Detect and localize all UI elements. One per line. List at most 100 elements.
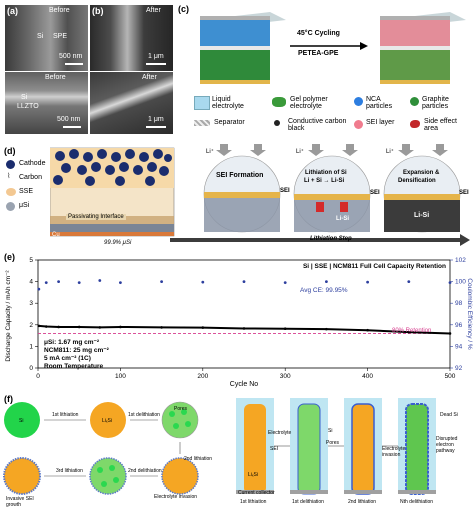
f-current-collector: Current collector bbox=[238, 490, 275, 496]
legend-carbon: Carbon bbox=[19, 174, 42, 181]
legend-side-effect: Side effect area bbox=[424, 118, 457, 132]
y2-tick-label: 92 bbox=[455, 365, 463, 372]
sem-llzto-label: LLZTO bbox=[17, 103, 39, 110]
sse-icon bbox=[6, 188, 16, 196]
sem-after-label: After bbox=[142, 74, 157, 81]
solid-state-cell-diagram bbox=[50, 144, 470, 246]
lithiation-step-label: Lithiation Step bbox=[310, 236, 352, 242]
cell-after bbox=[380, 12, 466, 84]
ce-point bbox=[407, 280, 411, 283]
ce-point bbox=[160, 280, 164, 283]
info-line-4: Room Temperature bbox=[44, 363, 103, 370]
f-second-delith: 2nd delithiation bbox=[128, 468, 162, 474]
info-line-3: 5 mA cm⁻² (1C) bbox=[44, 355, 91, 362]
f-electrolyte-label: Electrolyte bbox=[268, 430, 292, 436]
graphite-particle-swatch bbox=[410, 97, 419, 106]
f-col-lixsi: LiₓSi bbox=[248, 472, 258, 478]
cycling-condition-label: 45°C Cycling bbox=[297, 30, 340, 37]
x-tick-label: 200 bbox=[197, 373, 208, 380]
f-second-lith: 2nd lithiation bbox=[184, 456, 213, 462]
y-tick-label: 0 bbox=[29, 365, 33, 372]
separator-swatch bbox=[194, 120, 210, 126]
ce-point bbox=[366, 280, 369, 284]
capacity-retention-chart: 0 100 200 300 400 500 0 1 2 3 4 5 92 94 96 98 100 102 S… bbox=[5, 257, 473, 388]
y-axis-label: Discharge Capacity / mAh cm⁻² bbox=[5, 270, 12, 362]
scale-label: 1 μm bbox=[148, 53, 164, 60]
sem-image-b-bottom: After 1 μm bbox=[90, 72, 173, 134]
y2-tick-label: 102 bbox=[455, 257, 466, 264]
capacity-point bbox=[283, 327, 287, 330]
f-first-delith: 1st delithiation bbox=[128, 412, 160, 418]
capacity-point bbox=[44, 325, 48, 328]
ce-point bbox=[77, 281, 81, 285]
panel-label-d: (d) bbox=[4, 146, 16, 156]
f-col-first-delith: 1st delithiation bbox=[292, 499, 324, 505]
capacity-point bbox=[201, 326, 205, 329]
step-lithiation-line2: Li + Si → Li-Si bbox=[304, 178, 345, 184]
side-effect-swatch bbox=[410, 120, 420, 128]
ce-point bbox=[119, 281, 122, 285]
legend-c: Liquid electrolyte Gel polymer electroly… bbox=[190, 94, 472, 140]
si-purity-label: 99.9% μSi bbox=[104, 240, 132, 246]
sem-image-b-top: (b) After 1 μm bbox=[90, 5, 173, 71]
f-col-electrolyte-invasion: Electrolyte invasion bbox=[382, 446, 406, 458]
carbon-black-swatch bbox=[274, 120, 280, 126]
chart-title: Si | SSE | NCM811 Full Cell Capacity Ret… bbox=[303, 263, 446, 270]
sem-si-label: Si bbox=[37, 33, 44, 40]
liquid-electrolyte-swatch bbox=[194, 96, 210, 110]
sei-layer-swatch bbox=[354, 120, 363, 129]
legend-graphite-particles: Graphite particles bbox=[422, 96, 449, 110]
ce-point bbox=[44, 281, 48, 285]
capacity-point bbox=[98, 326, 102, 329]
f-sei-label: SEI bbox=[270, 446, 279, 452]
passivating-interface-label: Passivating Interface bbox=[66, 214, 126, 220]
y-tick-label: 5 bbox=[29, 257, 33, 264]
y2-tick-label: 96 bbox=[455, 322, 463, 329]
gel-electrolyte-swatch bbox=[272, 97, 286, 107]
capacity-point bbox=[407, 330, 411, 334]
f-pores-label: Pores bbox=[174, 406, 188, 412]
li-si-label-1: Li-Si bbox=[336, 216, 349, 222]
li-si-label-2: Li-Si bbox=[414, 212, 430, 219]
li-ion-label-2: Li⁺ bbox=[296, 149, 304, 155]
panel-d-legend: Cathode ⌇ Carbon SSE μSi bbox=[4, 158, 50, 220]
sem-image-a-top: (a) Before Si SPE 500 nm bbox=[5, 5, 88, 71]
y-tick-label: 4 bbox=[29, 279, 33, 286]
ce-point bbox=[98, 279, 102, 282]
capacity-point bbox=[57, 325, 60, 329]
capacity-point bbox=[119, 325, 122, 329]
li-ion-label-1: Li⁺ bbox=[206, 149, 214, 155]
carbon-icon: ⌇ bbox=[7, 173, 11, 180]
sem-after-label: After bbox=[146, 7, 161, 14]
cycling-arrow bbox=[290, 42, 368, 50]
f-col-second-lith: 2nd lithiation bbox=[348, 499, 377, 505]
step-sei-formation: SEI Formation bbox=[216, 172, 264, 179]
capacity-point bbox=[160, 326, 163, 329]
electrolyte-name-label: PETEA-GPE bbox=[298, 50, 339, 57]
info-line-1: μSi: 1.67 mg cm⁻² bbox=[44, 339, 100, 346]
f-col-pores: Pores bbox=[326, 440, 340, 446]
y-tick-label: 1 bbox=[29, 343, 33, 350]
scale-label: 500 nm bbox=[59, 53, 83, 60]
f-lixsi-label: LiₓSi bbox=[102, 418, 112, 424]
ce-point bbox=[57, 280, 60, 283]
avg-ce-annotation: Avg CE: 99.95% bbox=[300, 287, 348, 294]
y-tick-label: 3 bbox=[29, 300, 33, 307]
x-tick-label: 100 bbox=[115, 373, 126, 380]
usi-icon bbox=[6, 202, 15, 211]
nca-particle-swatch bbox=[354, 97, 363, 106]
ce-point bbox=[448, 281, 452, 285]
capacity-point bbox=[77, 325, 81, 329]
y-tick-label: 2 bbox=[29, 322, 33, 329]
f-dead-si: Dead Si bbox=[440, 412, 458, 418]
sei-label-2: SEI bbox=[370, 190, 380, 196]
x-tick-label: 0 bbox=[36, 373, 40, 380]
legend-liquid-electrolyte: Liquid electrolyte bbox=[212, 96, 244, 110]
y2-tick-label: 94 bbox=[455, 343, 463, 350]
x-tick-label: 300 bbox=[280, 373, 291, 380]
scale-label: 1 μm bbox=[148, 116, 164, 123]
y2-tick-label: 98 bbox=[455, 300, 463, 307]
sem-before-label: Before bbox=[49, 7, 70, 14]
f-third-lith: 3rd lithiation bbox=[56, 468, 83, 474]
legend-cathode: Cathode bbox=[19, 160, 46, 167]
